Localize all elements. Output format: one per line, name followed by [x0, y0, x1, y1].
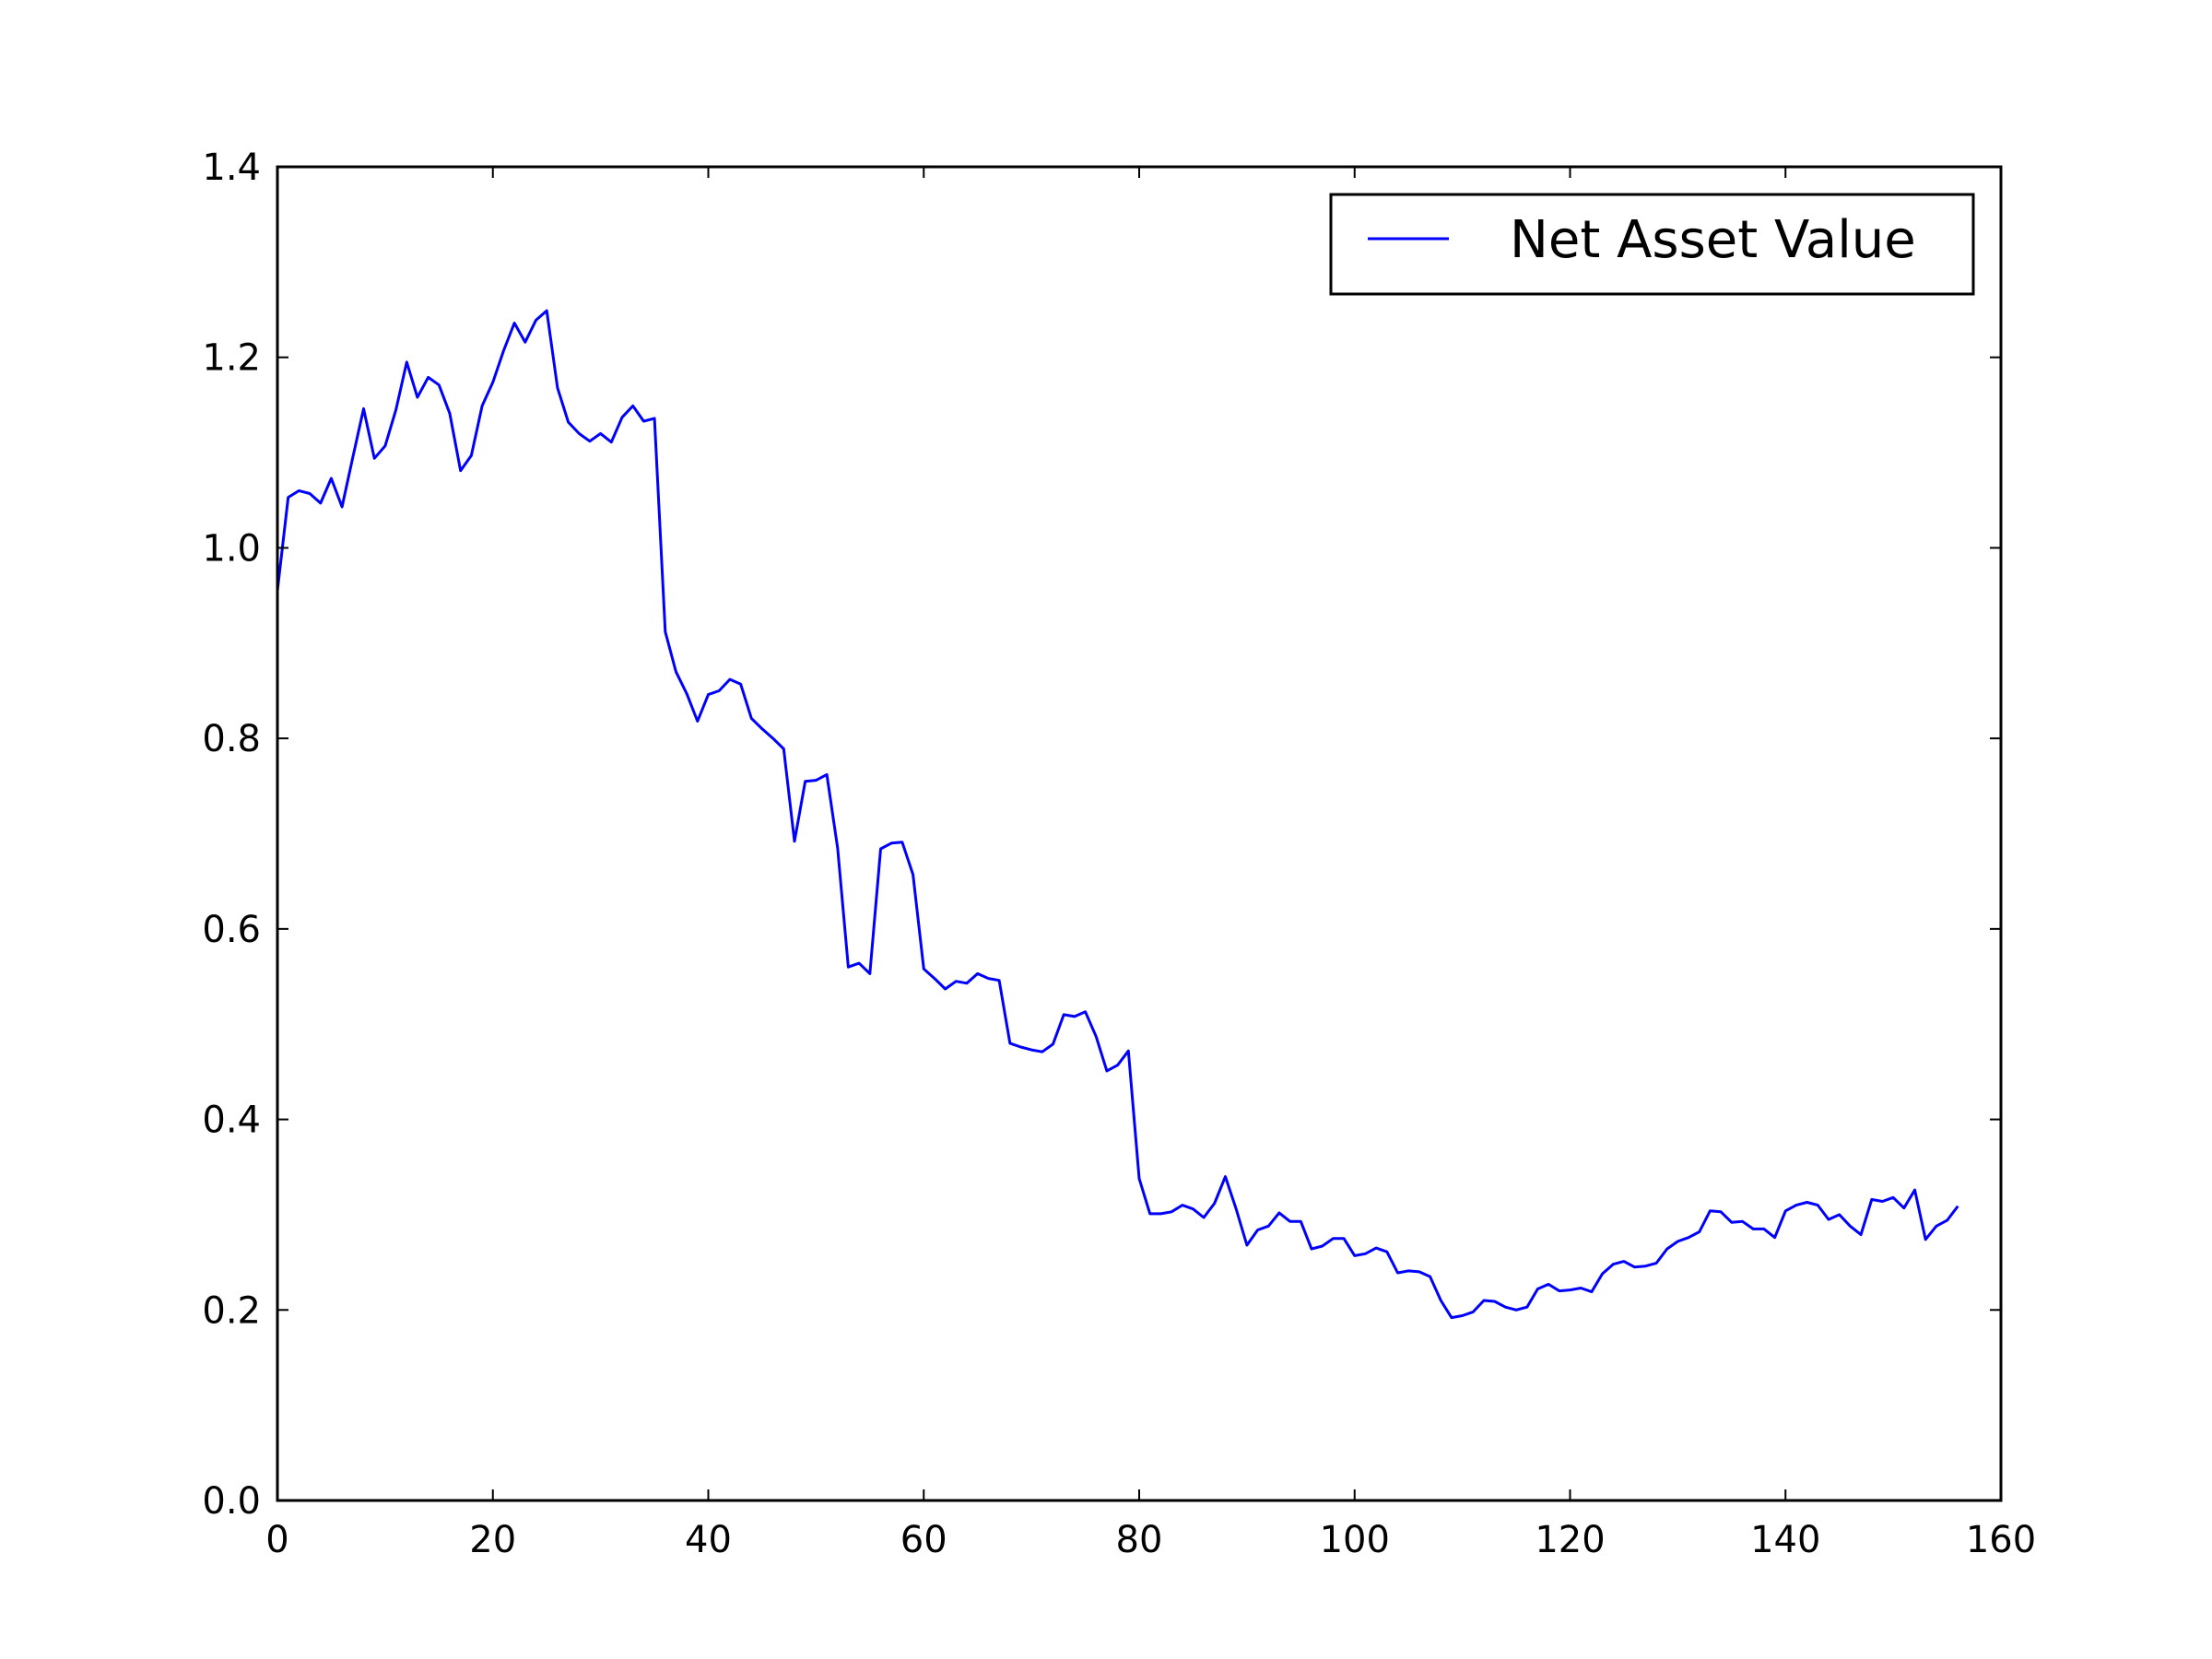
y-tick-label: 0.4: [202, 1100, 261, 1142]
x-tick-label: 80: [1116, 1519, 1163, 1561]
x-tick-label: 120: [1535, 1519, 1605, 1561]
y-tick-label: 0.6: [202, 909, 261, 951]
legend-label: Net Asset Value: [1510, 210, 1916, 270]
x-axis: 0 20 40 60 80 100 120 140 160: [265, 167, 2036, 1561]
legend-box: [1329, 193, 1975, 296]
y-tick-label: 1.2: [202, 337, 261, 380]
x-tick-label: 20: [469, 1519, 516, 1561]
y-tick-label: 0.2: [202, 1289, 261, 1332]
y-tick-label: 0.8: [202, 718, 261, 760]
legend: Net Asset Value: [1329, 193, 1975, 296]
x-tick-label: 40: [685, 1519, 732, 1561]
y-axis: 0.0 0.2 0.4 0.6 0.8 1.0 1.2 1.4: [202, 147, 2001, 1523]
x-tick-label: 160: [1966, 1519, 2036, 1561]
y-tick-label: 1.0: [202, 527, 261, 570]
y-tick-label: 0.0: [202, 1480, 261, 1523]
x-tick-label: 0: [265, 1519, 288, 1561]
series-line-net-asset-value: [276, 309, 1959, 1320]
x-tick-label: 140: [1750, 1519, 1820, 1561]
y-tick-label: 1.4: [202, 147, 261, 189]
x-tick-label: 100: [1320, 1519, 1390, 1561]
series-layer: [276, 309, 1959, 1320]
x-tick-label: 60: [900, 1519, 947, 1561]
